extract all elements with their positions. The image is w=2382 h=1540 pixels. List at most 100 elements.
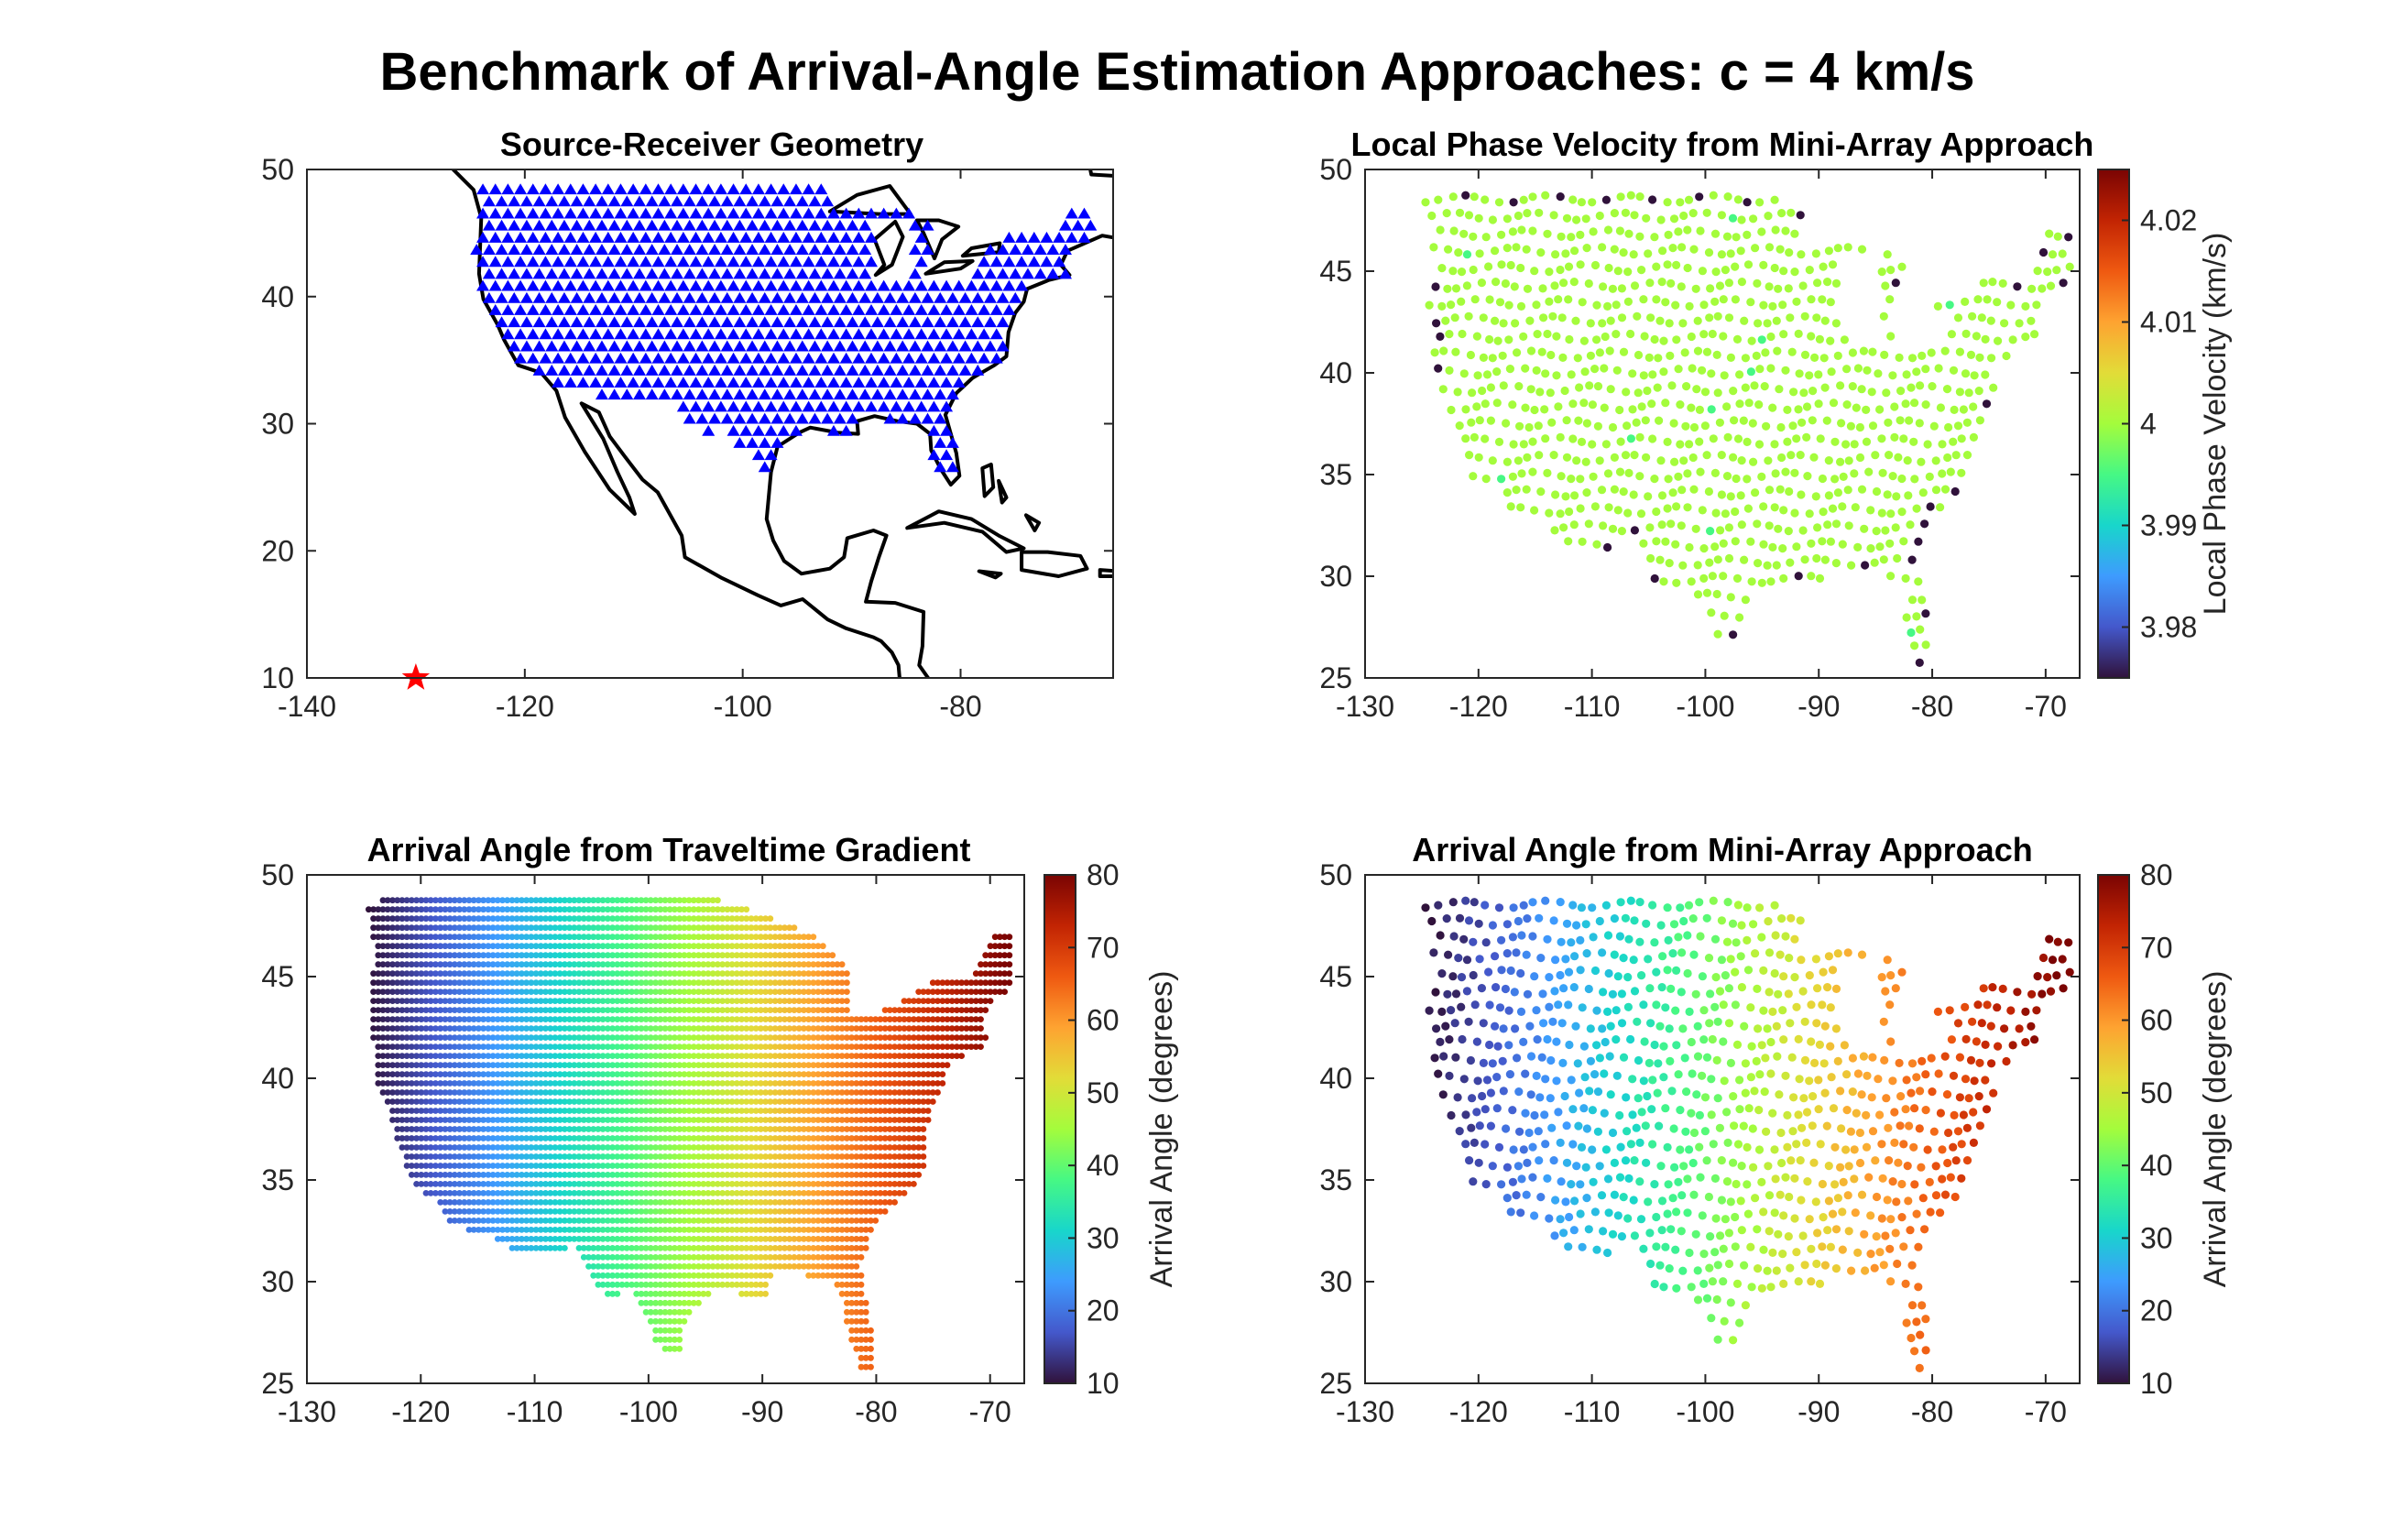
velocity-point — [1648, 434, 1657, 443]
velocity-point — [1617, 527, 1626, 536]
traveltime-point — [427, 1153, 434, 1160]
velocity-point — [1644, 492, 1653, 501]
traveltime-point — [599, 1172, 606, 1178]
traveltime-point — [413, 1153, 420, 1160]
traveltime-point — [724, 1254, 731, 1261]
velocity-point — [1574, 416, 1583, 425]
traveltime-point — [801, 1236, 807, 1242]
traveltime-point — [705, 1263, 712, 1270]
traveltime-point — [858, 1327, 865, 1334]
traveltime-point — [709, 1025, 716, 1032]
velocity-point — [1484, 262, 1493, 271]
traveltime-point — [881, 1098, 889, 1105]
traveltime-point — [394, 1062, 401, 1068]
traveltime-point — [743, 1117, 750, 1123]
receiver-marker — [908, 244, 922, 256]
traveltime-point — [532, 1043, 540, 1050]
traveltime-point — [403, 1153, 410, 1160]
receiver-marker — [651, 279, 665, 291]
receiver-marker — [702, 424, 716, 436]
traveltime-point — [743, 1016, 750, 1022]
traveltime-point — [690, 1098, 697, 1105]
traveltime-point — [676, 1053, 683, 1059]
traveltime-point — [379, 1034, 387, 1041]
traveltime-point — [519, 1062, 525, 1068]
velocity-point — [1774, 524, 1783, 533]
traveltime-point — [605, 1062, 611, 1068]
traveltime-point — [590, 1190, 597, 1196]
traveltime-point — [886, 1153, 893, 1160]
receiver-marker — [783, 195, 797, 207]
traveltime-point — [537, 1144, 544, 1151]
traveltime-point — [724, 1089, 731, 1096]
traveltime-point — [566, 1025, 573, 1032]
traveltime-point — [442, 1199, 449, 1206]
traveltime-point — [911, 1153, 917, 1160]
traveltime-point — [791, 1071, 798, 1077]
velocity-point — [1436, 225, 1445, 235]
traveltime-point — [700, 1236, 707, 1242]
traveltime-point — [657, 1245, 664, 1251]
traveltime-point — [499, 1034, 506, 1041]
traveltime-point — [862, 1363, 869, 1371]
receiver-marker — [996, 340, 1010, 352]
traveltime-point — [795, 1071, 803, 1077]
traveltime-point — [451, 1016, 458, 1022]
traveltime-point — [599, 1007, 606, 1013]
velocity-point — [1779, 267, 1788, 276]
traveltime-point — [575, 1062, 583, 1068]
velocity-point — [1523, 284, 1533, 293]
traveltime-point — [767, 1126, 774, 1132]
traveltime-point — [690, 1007, 697, 1013]
traveltime-point — [642, 1016, 650, 1022]
receiver-marker — [695, 316, 709, 328]
velocity-point — [1717, 250, 1726, 259]
traveltime-point — [825, 1089, 831, 1096]
traveltime-point — [504, 1208, 511, 1215]
receiver-marker — [683, 219, 696, 231]
traveltime-point — [485, 1080, 492, 1087]
traveltime-point — [633, 1263, 640, 1270]
velocity-point — [1700, 421, 1710, 431]
traveltime-point — [819, 1108, 826, 1114]
traveltime-point — [924, 1071, 932, 1077]
traveltime-point — [672, 1016, 678, 1022]
traveltime-point — [881, 1135, 889, 1141]
receiver-marker — [563, 183, 577, 195]
receiver-marker — [846, 219, 859, 231]
receiver-marker — [601, 207, 615, 219]
receiver-marker — [651, 304, 665, 315]
traveltime-point — [523, 1181, 530, 1187]
traveltime-point — [781, 1080, 788, 1087]
traveltime-point — [825, 1218, 831, 1224]
traveltime-point — [872, 1080, 880, 1087]
traveltime-point — [868, 1080, 874, 1087]
velocity-point — [1805, 509, 1814, 519]
traveltime-point — [571, 1043, 578, 1050]
receiver-marker — [808, 340, 822, 352]
traveltime-point — [758, 1025, 764, 1032]
traveltime-point — [590, 1117, 597, 1123]
traveltime-point — [489, 1163, 497, 1169]
velocity-point — [1457, 297, 1466, 306]
traveltime-point — [470, 1199, 477, 1206]
traveltime-point — [896, 1089, 903, 1096]
traveltime-point — [489, 1016, 497, 1022]
traveltime-point — [715, 1025, 721, 1032]
traveltime-point — [537, 1153, 544, 1160]
velocity-point — [1546, 350, 1556, 360]
traveltime-point — [566, 1034, 573, 1041]
traveltime-point — [829, 1199, 836, 1206]
traveltime-point — [595, 1098, 602, 1105]
receiver-marker — [733, 219, 747, 231]
velocity-point — [1495, 298, 1505, 307]
traveltime-point — [724, 1236, 731, 1242]
traveltime-point — [661, 1227, 669, 1233]
velocity-point — [1590, 365, 1600, 374]
traveltime-point — [700, 1190, 707, 1196]
traveltime-point — [724, 1181, 731, 1187]
velocity-point — [1623, 297, 1633, 306]
velocity-point — [1477, 279, 1486, 288]
velocity-point — [1589, 227, 1598, 236]
